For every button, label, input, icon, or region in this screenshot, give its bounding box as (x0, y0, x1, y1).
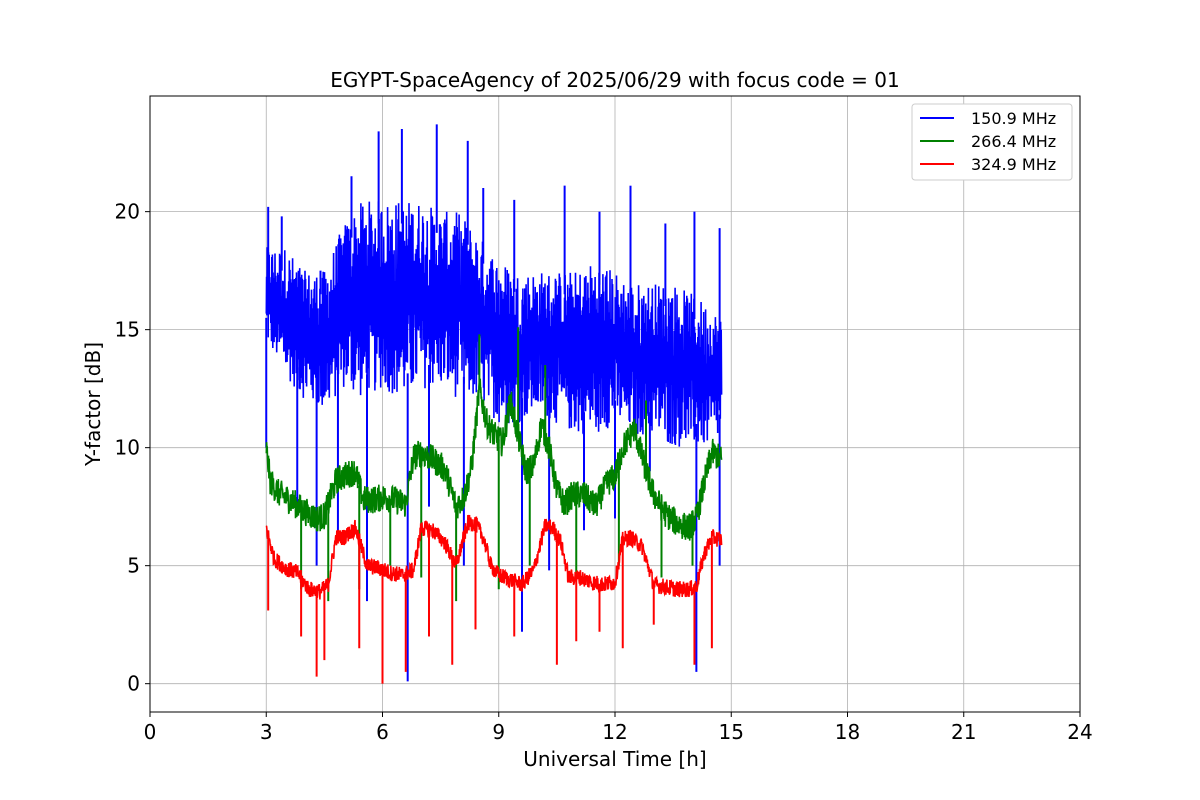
x-tick-label: 6 (376, 720, 389, 744)
y-tick-label: 20 (115, 200, 140, 224)
y-axis-label: Y-factor [dB] (81, 342, 105, 467)
x-tick-label: 18 (835, 720, 860, 744)
y-tick-label: 5 (127, 554, 140, 578)
chart-title: EGYPT-SpaceAgency of 2025/06/29 with foc… (330, 68, 899, 92)
series-line (265, 514, 723, 600)
x-axis: 0 3 6 9 12 15 18 21 24 (144, 712, 1093, 744)
x-tick-label: 12 (602, 720, 627, 744)
legend: 150.9 MHz 266.4 MHz 324.9 MHz (911, 103, 1073, 181)
x-tick-label: 3 (260, 720, 273, 744)
x-tick-label: 15 (719, 720, 744, 744)
y-tick-label: 0 (127, 672, 140, 696)
y-tick-label: 10 (115, 436, 140, 460)
y-tick-label: 15 (115, 318, 140, 342)
series-324-9-mhz (265, 514, 723, 684)
y-axis: 0 5 10 15 20 (115, 200, 150, 696)
legend-label: 324.9 MHz (971, 155, 1056, 174)
x-tick-label: 21 (951, 720, 976, 744)
legend-label: 150.9 MHz (971, 109, 1056, 128)
series-line (265, 378, 723, 541)
x-tick-label: 9 (492, 720, 505, 744)
legend-box (911, 103, 1073, 181)
legend-label: 266.4 MHz (971, 132, 1056, 151)
x-tick-label: 24 (1067, 720, 1092, 744)
plot-series (265, 124, 723, 684)
series-266-4-mhz (265, 327, 723, 602)
x-tick-label: 0 (144, 720, 157, 744)
series-line (265, 201, 723, 447)
x-axis-label: Universal Time [h] (523, 747, 706, 771)
